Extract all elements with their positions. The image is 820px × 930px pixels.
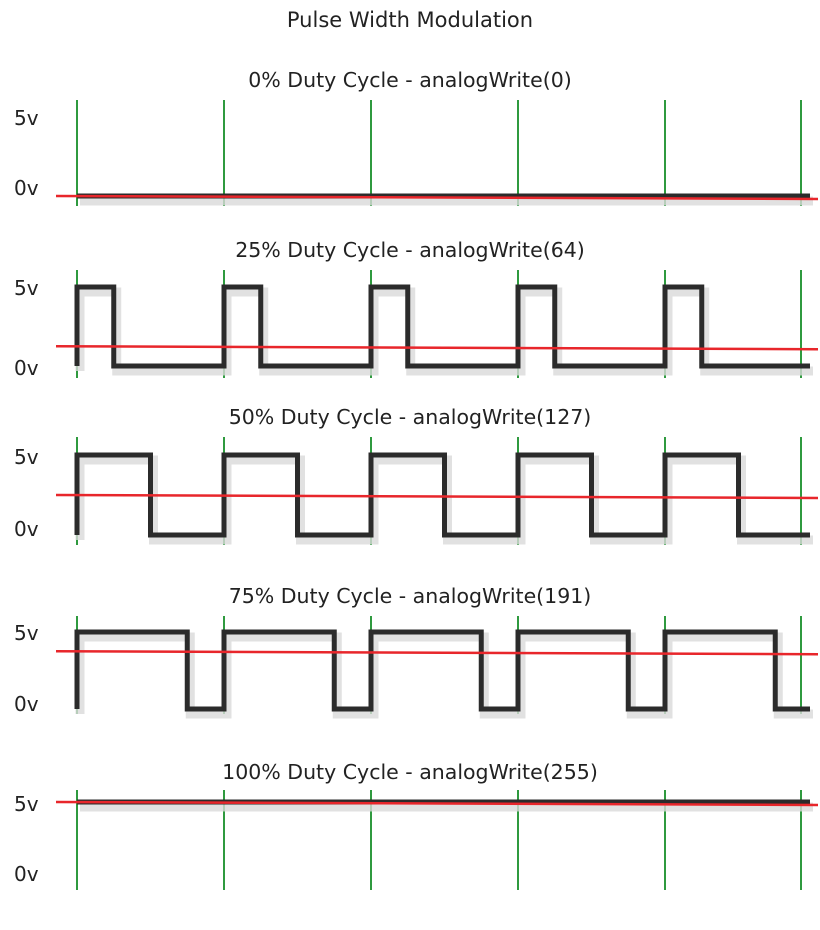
average-voltage-line (55, 194, 819, 201)
average-voltage-line (55, 345, 819, 351)
diagram-title: Pulse Width Modulation (286, 8, 534, 32)
panel-title: 25% Duty Cycle - analogWrite(64) (235, 238, 585, 262)
label-0v: 0v (14, 176, 39, 200)
average-voltage-line (55, 650, 819, 656)
panel-title: 100% Duty Cycle - analogWrite(255) (222, 760, 598, 784)
panel-title: 75% Duty Cycle - analogWrite(191) (228, 584, 592, 608)
label-5v: 5v (14, 106, 39, 130)
label-0v: 0v (14, 517, 39, 541)
label-5v: 5v (14, 621, 39, 645)
average-voltage-line (55, 800, 819, 807)
panel-0-duty: 0% Duty Cycle - analogWrite(0) 5v 0v (0, 68, 820, 238)
panel-75-duty: 75% Duty Cycle - analogWrite(191) 5v 0v (0, 584, 820, 754)
waveform-plot (55, 790, 819, 890)
panel-25-duty: 25% Duty Cycle - analogWrite(64) 5v 0v (0, 238, 820, 408)
pwm-signal (74, 452, 810, 538)
waveform-plot (55, 270, 819, 378)
label-5v: 5v (14, 792, 39, 816)
label-0v: 0v (14, 356, 39, 380)
panel-title: 50% Duty Cycle - analogWrite(127) (228, 405, 592, 429)
label-5v: 5v (14, 276, 39, 300)
waveform-plot (55, 616, 819, 719)
panel-100-duty: 100% Duty Cycle - analogWrite(255) 5v 0v (0, 760, 820, 930)
panel-title: 0% Duty Cycle - analogWrite(0) (248, 68, 572, 92)
panel-50-duty: 50% Duty Cycle - analogWrite(127) 5v 0v (0, 405, 820, 575)
signal-shadow (75, 455, 813, 545)
signal-shadow (75, 287, 813, 376)
signal-shadow (75, 632, 813, 719)
label-0v: 0v (14, 692, 39, 716)
label-0v: 0v (14, 862, 39, 886)
waveform-plot (55, 100, 819, 206)
pwm-signal (74, 629, 810, 712)
waveform-plot (55, 437, 819, 545)
average-voltage-line (55, 493, 819, 500)
label-5v: 5v (14, 445, 39, 469)
pwm-signal (74, 284, 810, 369)
